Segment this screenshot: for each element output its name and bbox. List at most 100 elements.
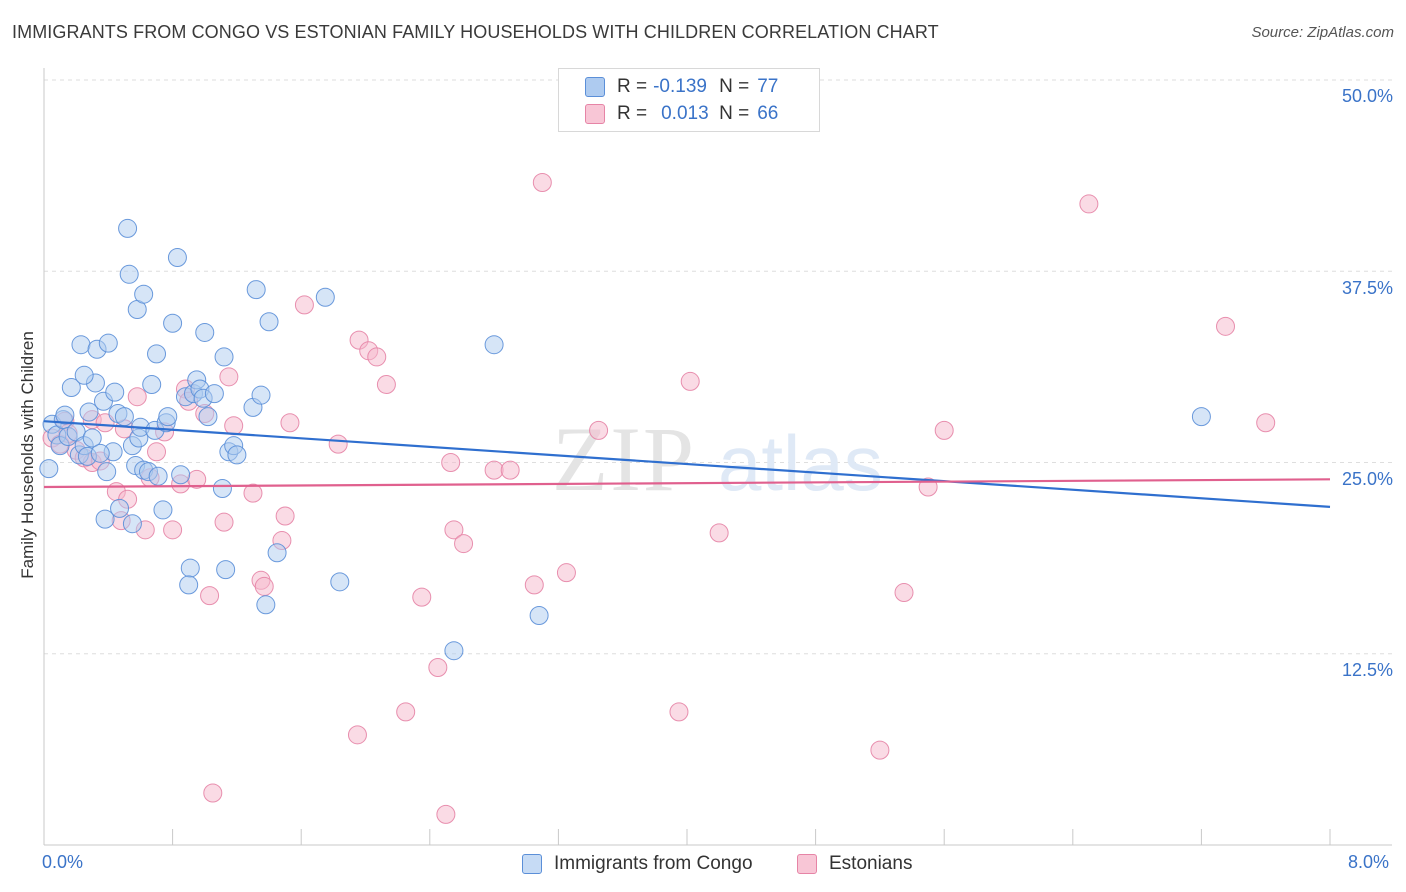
congo-point xyxy=(118,218,138,238)
congo-point xyxy=(214,347,234,367)
congo-point xyxy=(74,365,94,385)
estonians-point xyxy=(1256,413,1276,433)
estonians-point xyxy=(1216,316,1236,336)
congo-points xyxy=(39,218,1211,661)
congo-swatch xyxy=(585,77,605,97)
congo-point xyxy=(90,443,110,463)
estonians-point xyxy=(163,520,183,540)
n-value: 66 xyxy=(757,103,779,124)
congo-point xyxy=(167,247,187,267)
congo-point xyxy=(148,466,168,486)
y-tick-label-50: 50.0% xyxy=(1341,86,1393,106)
congo-point xyxy=(256,595,276,615)
congo-point xyxy=(122,514,142,534)
congo-point xyxy=(251,385,271,405)
estonians-swatch xyxy=(797,854,817,874)
congo-point xyxy=(484,335,504,355)
estonians-point xyxy=(147,442,167,462)
estonians-point xyxy=(484,460,504,480)
congo-point xyxy=(114,407,134,427)
congo-point xyxy=(79,402,99,422)
estonians-point xyxy=(870,740,890,760)
congo-point xyxy=(39,459,59,479)
legend-label-congo: Immigrants from Congo xyxy=(554,853,753,874)
n-label: N = xyxy=(719,103,750,124)
congo-point xyxy=(267,543,287,563)
estonians-point xyxy=(589,420,609,440)
estonians-point xyxy=(441,453,461,472)
congo-point xyxy=(180,558,200,578)
congo-point xyxy=(198,407,218,427)
n-value: 77 xyxy=(757,76,779,97)
estonians-point xyxy=(127,387,147,407)
chart-title: IMMIGRANTS FROM CONGO VS ESTONIAN FAMILY… xyxy=(12,22,939,42)
y-tick-label-25: 25.0% xyxy=(1341,469,1393,489)
estonians-point xyxy=(254,576,274,596)
r-value: 0.013 xyxy=(661,103,709,124)
congo-swatch xyxy=(522,854,542,874)
y-tick-label-12-5: 12.5% xyxy=(1341,660,1393,680)
r-label: R = xyxy=(617,103,648,124)
estonians-point xyxy=(556,563,576,583)
estonians-point xyxy=(524,575,544,595)
legend-row-congo: R = -0.139 N = 77 xyxy=(585,75,778,99)
estonians-point xyxy=(200,586,220,606)
congo-point xyxy=(330,572,350,592)
estonians-point xyxy=(934,420,954,440)
congo-point xyxy=(444,641,464,661)
estonians-point xyxy=(347,725,367,745)
congo-point xyxy=(82,428,102,448)
congo-point xyxy=(195,322,215,342)
estonians-point xyxy=(669,702,689,722)
congo-point xyxy=(315,287,335,307)
congo-point xyxy=(163,313,183,333)
legend-label-estonians: Estonians xyxy=(829,853,913,874)
estonians-point xyxy=(219,367,239,387)
congo-point xyxy=(98,333,118,353)
congo-point xyxy=(134,284,154,304)
estonians-point xyxy=(709,523,729,543)
congo-point xyxy=(95,509,115,529)
congo-point xyxy=(110,498,130,518)
congo-point xyxy=(142,374,162,394)
estonians-point xyxy=(1079,194,1099,214)
estonians-point xyxy=(894,583,914,603)
congo-point xyxy=(259,312,279,332)
congo-point xyxy=(212,479,232,499)
axes xyxy=(43,68,1392,846)
estonians-point xyxy=(280,413,300,433)
estonians-point xyxy=(500,460,520,480)
congo-point xyxy=(153,500,173,520)
bottom-legend-congo: Immigrants from Congo xyxy=(522,852,753,876)
congo-point xyxy=(158,407,178,427)
legend-row-estonians: R = 0.013 N = 66 xyxy=(585,102,778,126)
estonians-point xyxy=(532,173,552,193)
congo-point xyxy=(61,378,81,398)
n-label: N = xyxy=(719,76,750,97)
congo-point xyxy=(227,445,247,465)
estonians-point xyxy=(214,512,234,532)
estonians-point xyxy=(224,416,244,436)
estonians-point xyxy=(243,483,263,503)
congo-point xyxy=(179,575,199,595)
estonians-trend-line xyxy=(43,478,1331,489)
estonians-points xyxy=(42,173,1276,824)
estonians-point xyxy=(428,658,448,678)
congo-point xyxy=(55,405,75,425)
estonians-point xyxy=(367,347,387,367)
estonians-point xyxy=(95,413,115,433)
congo-point xyxy=(529,606,549,625)
congo-point xyxy=(204,384,224,404)
estonians-point xyxy=(275,506,295,526)
gridlines xyxy=(44,79,1392,655)
r-label: R = xyxy=(617,76,648,97)
watermark-atlas: atlas xyxy=(718,419,883,507)
x-tick-label-max: 8.0% xyxy=(1348,852,1390,872)
estonians-point xyxy=(454,534,474,554)
bottom-legend-estonians: Estonians xyxy=(797,852,912,876)
congo-point xyxy=(105,382,125,402)
congo-point xyxy=(1191,407,1211,427)
estonians-point xyxy=(436,804,456,824)
x-tick-label-min: 0.0% xyxy=(42,852,84,872)
